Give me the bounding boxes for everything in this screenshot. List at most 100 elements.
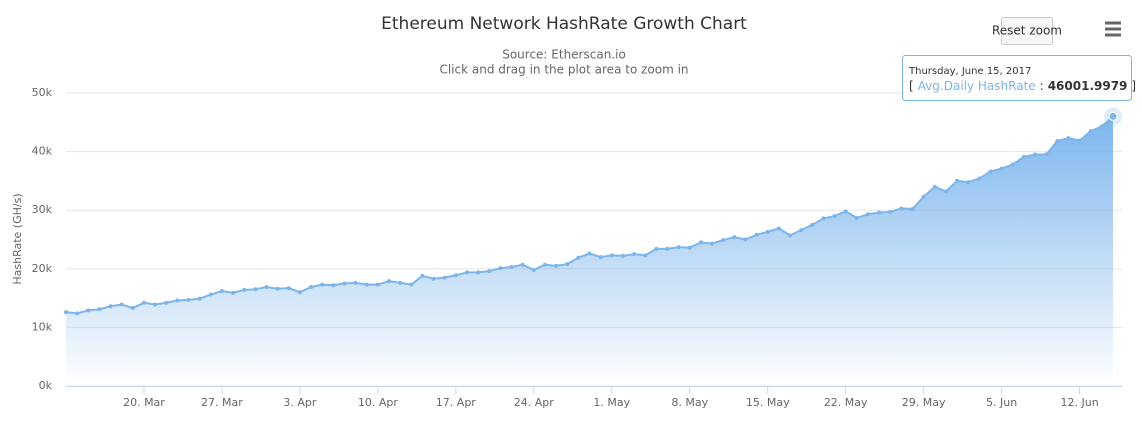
point-marker xyxy=(865,212,870,217)
plot-area: 0k 10k 20k 30k 40k 50k 20. Mar 27. Mar 3. Apr 10.… xyxy=(32,86,1122,409)
point-marker xyxy=(565,262,570,267)
x-tick-label: 17. Apr xyxy=(436,396,476,409)
tooltip-box xyxy=(902,55,1132,101)
point-marker xyxy=(654,246,659,251)
point-marker xyxy=(153,302,158,307)
point-marker xyxy=(1021,154,1026,159)
point-marker xyxy=(141,300,146,305)
point-marker xyxy=(721,238,726,243)
x-tick-label: 27. Mar xyxy=(201,396,243,409)
point-marker xyxy=(231,290,236,295)
x-tick-label: 8. May xyxy=(671,396,708,409)
point-marker xyxy=(331,283,336,288)
point-marker xyxy=(576,255,581,260)
tooltip-bracket: ] xyxy=(1131,79,1136,93)
tooltip-value: 46001.9979 xyxy=(1048,79,1128,93)
point-marker xyxy=(487,269,492,274)
point-marker xyxy=(698,240,703,245)
point-marker xyxy=(1055,139,1060,144)
point-marker xyxy=(242,287,247,292)
x-tick-label: 29. May xyxy=(902,396,946,409)
x-tick-label: 1. May xyxy=(593,396,630,409)
y-tick-label: 10k xyxy=(32,320,53,333)
point-marker xyxy=(943,189,948,194)
x-tick-label: 3. Apr xyxy=(283,396,316,409)
point-marker xyxy=(609,253,614,258)
area-fill xyxy=(66,116,1113,387)
y-tick-label: 0k xyxy=(39,379,53,392)
point-marker xyxy=(498,266,503,271)
y-tick-label: 50k xyxy=(32,86,53,99)
point-marker xyxy=(1033,152,1038,157)
point-marker xyxy=(97,307,102,312)
point-marker xyxy=(253,287,258,292)
point-marker xyxy=(464,270,469,275)
point-marker xyxy=(286,286,291,291)
y-axis-title: HashRate (GH/s) xyxy=(11,193,24,284)
menu-button[interactable] xyxy=(1105,21,1121,37)
x-tick-label: 15. May xyxy=(746,396,790,409)
reset-zoom-button[interactable]: Reset zoom xyxy=(992,17,1062,45)
point-marker xyxy=(1088,129,1093,134)
x-tick-label: 12. Jun xyxy=(1060,396,1098,409)
point-marker xyxy=(175,298,180,303)
point-marker xyxy=(208,292,213,297)
point-marker xyxy=(754,232,759,237)
point-marker xyxy=(966,180,971,185)
point-marker xyxy=(64,310,68,315)
point-marker xyxy=(1044,152,1049,157)
tooltip: Thursday, June 15, 2017 [Avg.Daily HashRa… xyxy=(902,55,1136,101)
point-marker xyxy=(542,262,547,267)
chart-title: Ethereum Network HashRate Growth Chart xyxy=(381,14,747,34)
point-marker xyxy=(275,286,280,291)
point-marker xyxy=(75,311,80,316)
point-marker xyxy=(520,262,525,267)
point-marker xyxy=(587,251,592,256)
point-marker xyxy=(877,210,882,215)
point-marker xyxy=(342,281,347,286)
point-marker xyxy=(431,276,436,281)
point-marker xyxy=(598,255,603,260)
button-label[interactable]: Reset zoom xyxy=(992,24,1062,38)
point-marker xyxy=(309,284,314,289)
tooltip-bracket: [ xyxy=(909,79,914,93)
point-marker xyxy=(787,233,792,238)
point-marker xyxy=(264,284,269,289)
point-marker xyxy=(932,184,937,189)
point-marker xyxy=(988,169,993,174)
point-marker xyxy=(620,253,625,258)
x-tick-label: 22. May xyxy=(824,396,868,409)
point-marker xyxy=(799,228,804,233)
point-marker xyxy=(1066,136,1071,141)
point-marker xyxy=(297,290,302,295)
point-marker xyxy=(186,297,191,302)
point-marker xyxy=(219,289,224,294)
point-marker xyxy=(531,267,536,272)
point-marker xyxy=(676,245,681,250)
point-marker xyxy=(977,176,982,181)
y-tick-label: 40k xyxy=(32,145,53,158)
point-marker xyxy=(632,252,637,257)
x-tick-label: 20. Mar xyxy=(123,396,165,409)
point-marker xyxy=(843,209,848,214)
point-marker xyxy=(955,178,960,183)
point-marker xyxy=(776,226,781,231)
point-marker xyxy=(554,263,559,268)
point-marker xyxy=(665,246,670,251)
y-tick-label: 30k xyxy=(32,203,53,216)
point-marker xyxy=(130,306,135,311)
point-marker xyxy=(743,237,748,242)
point-marker xyxy=(476,270,481,275)
point-marker xyxy=(353,280,358,285)
tooltip-date: Thursday, June 15, 2017 xyxy=(908,66,1031,77)
point-marker xyxy=(364,282,369,287)
button-background[interactable] xyxy=(1001,17,1053,45)
point-marker xyxy=(420,273,425,278)
point-marker xyxy=(164,300,169,305)
point-marker xyxy=(108,304,113,309)
point-marker xyxy=(899,206,904,211)
point-marker xyxy=(888,209,893,214)
x-tick-label: 5. Jun xyxy=(986,396,1017,409)
